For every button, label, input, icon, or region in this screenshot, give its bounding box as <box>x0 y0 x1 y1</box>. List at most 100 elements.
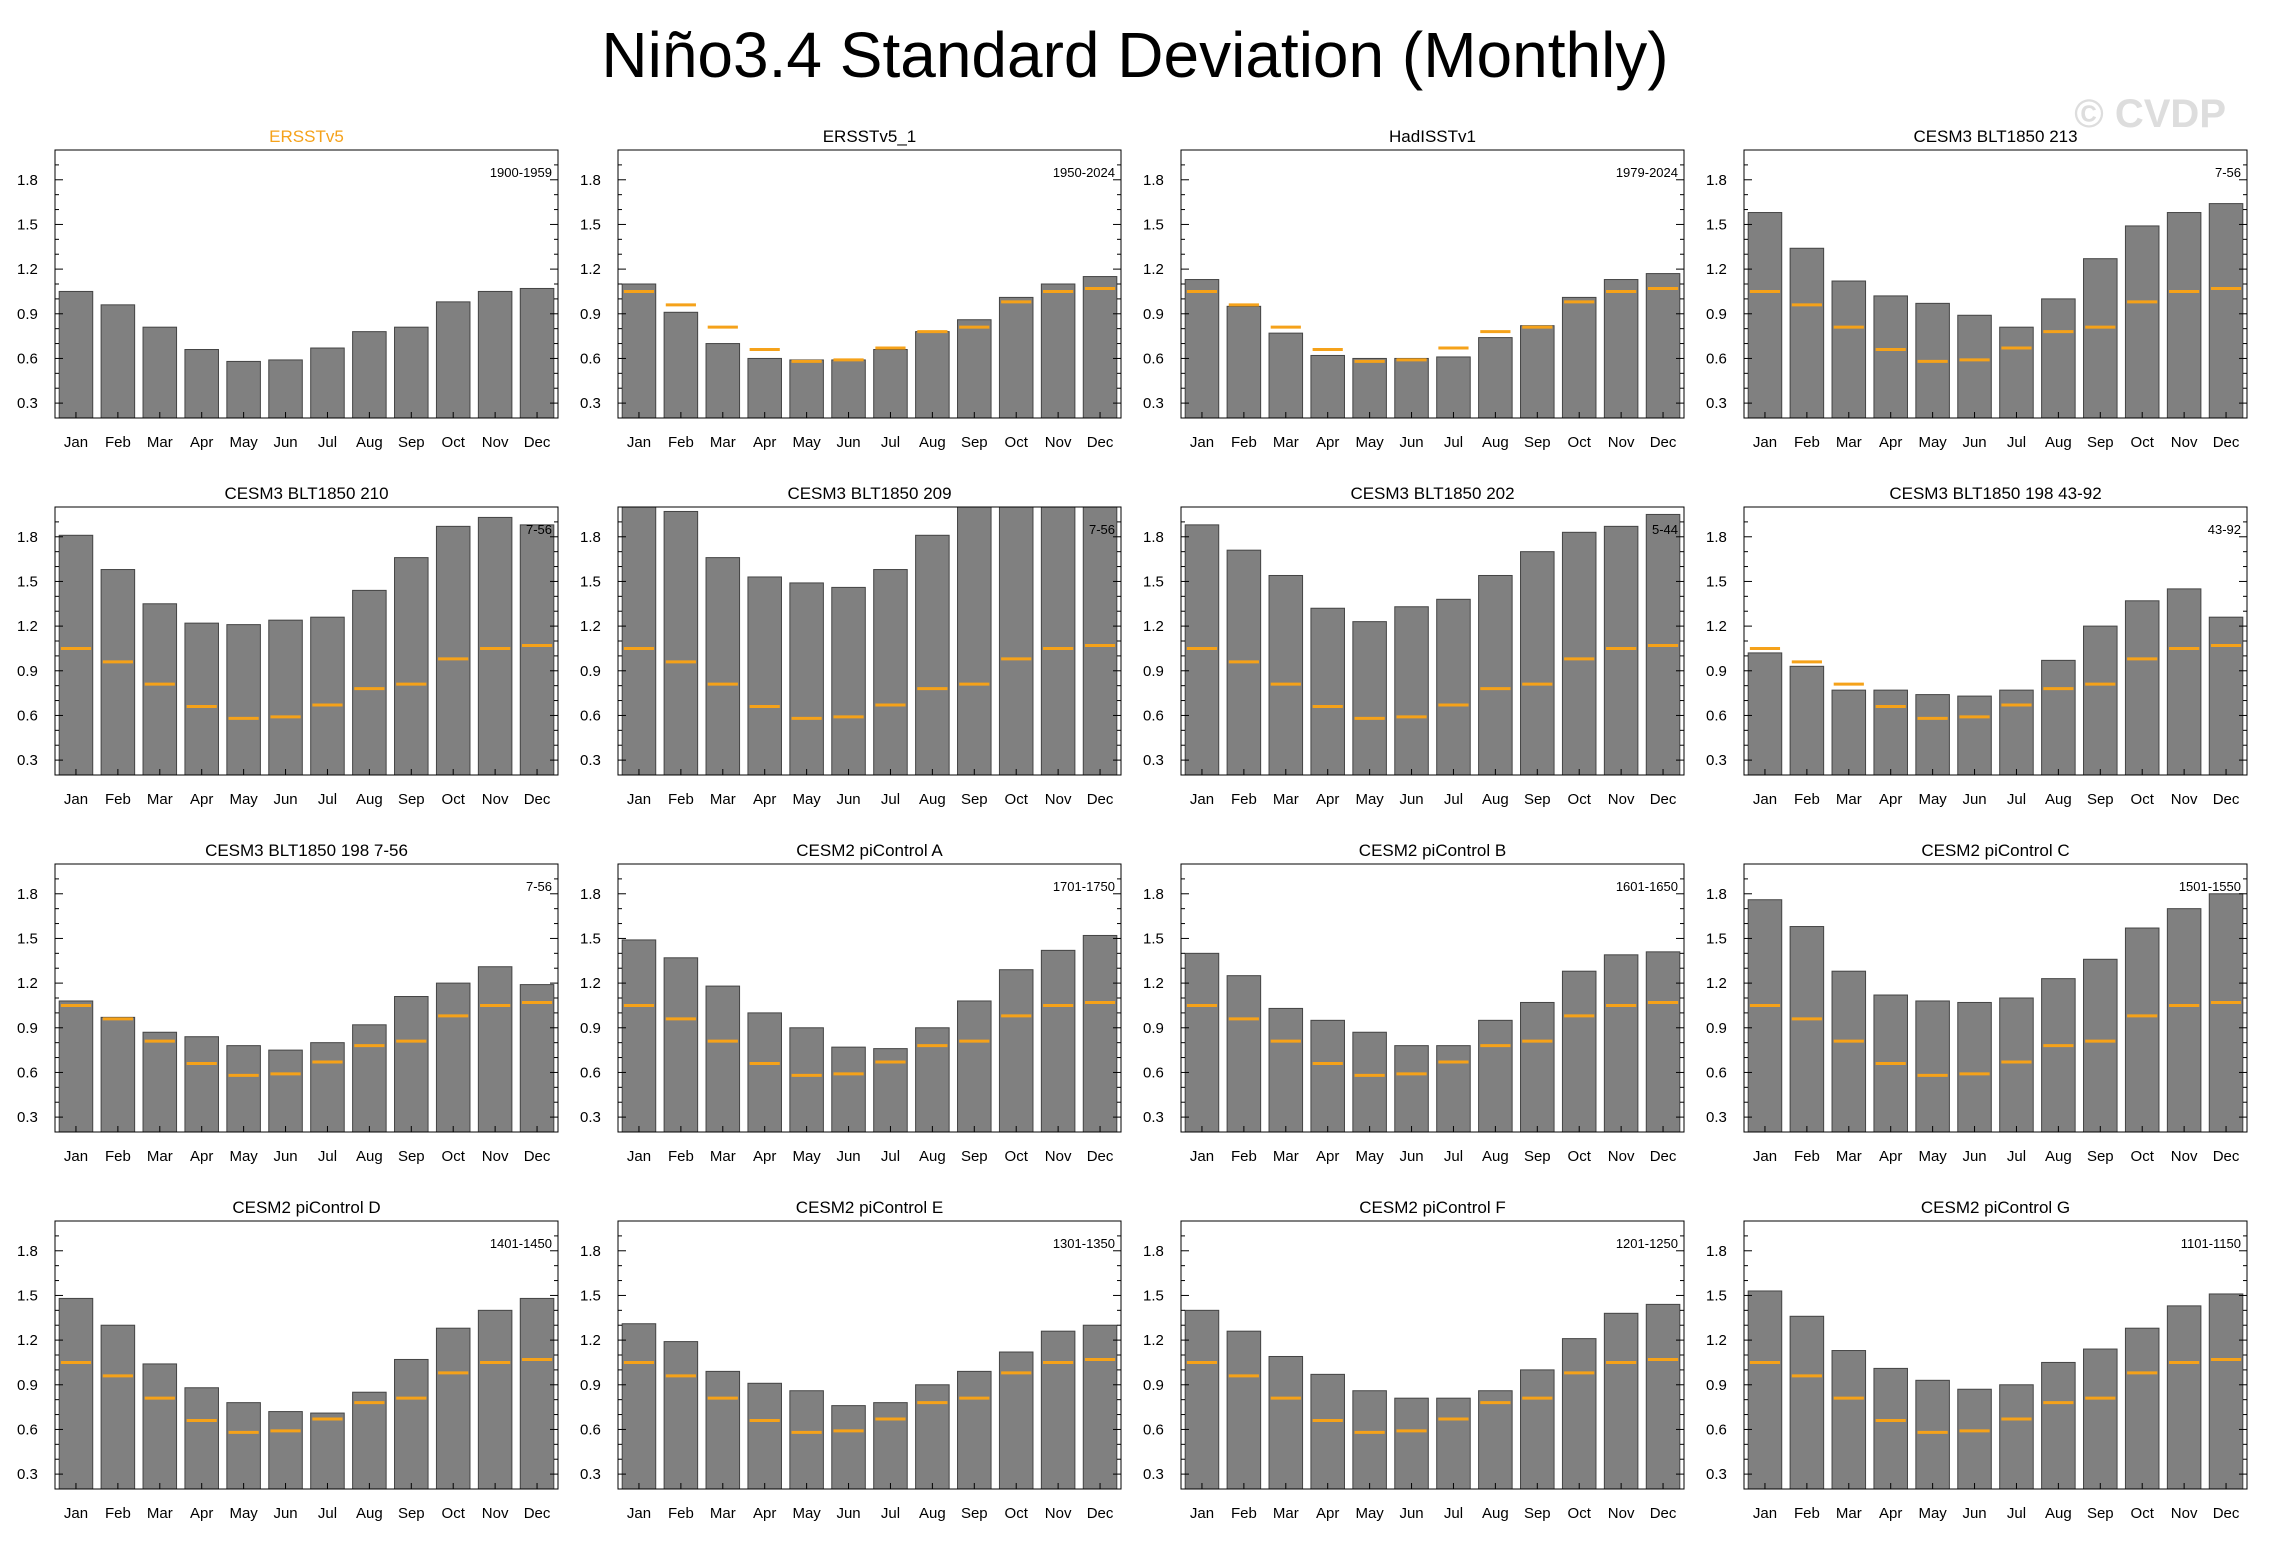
y-tick-label: 0.3 <box>1706 1109 1727 1126</box>
x-tick-label: Mar <box>147 1148 173 1165</box>
bar-jun <box>1957 314 1992 419</box>
x-tick-label: Nov <box>1608 434 1635 451</box>
bar-jun <box>1957 695 1992 776</box>
period-label: 1701-1750 <box>1053 879 1115 894</box>
x-tick-label: May <box>1918 1148 1947 1165</box>
x-tick-label: Jan <box>64 1148 88 1165</box>
bar-dec <box>2208 1293 2244 1490</box>
bar-mar <box>1831 970 1867 1133</box>
x-tick-label: Apr <box>190 434 213 451</box>
y-tick-label: 0.6 <box>1706 1064 1727 1081</box>
bar-dec <box>519 984 555 1133</box>
panel-8: CESM3 BLT1850 198 43-92 0.3 0.6 0.9 1.2 1.5 1.… <box>1706 484 2248 808</box>
bar-oct <box>1561 296 1597 419</box>
y-tick-label: 1.2 <box>1706 618 1727 635</box>
bar-aug <box>915 1384 950 1490</box>
x-tick-label: May <box>229 434 258 451</box>
x-tick-label: Jan <box>64 791 88 808</box>
x-tick-label: Aug <box>2045 791 2072 808</box>
x-tick-label: Jan <box>627 791 651 808</box>
y-tick-label: 1.8 <box>1706 886 1727 903</box>
bar-sep <box>957 1370 992 1490</box>
bar-feb <box>1226 305 1262 419</box>
x-tick-label: Sep <box>961 434 988 451</box>
x-tick-label: Sep <box>2087 1505 2114 1522</box>
x-tick-label: Mar <box>1836 1505 1862 1522</box>
x-tick-label: Aug <box>1482 1505 1509 1522</box>
y-tick-label: 1.5 <box>17 573 38 590</box>
panel-5: CESM3 BLT1850 210 0.3 0.6 0.9 1.2 1.5 1.8 Jan Fe… <box>17 484 559 808</box>
x-tick-label: Nov <box>1045 1148 1072 1165</box>
y-tick-label: 1.5 <box>17 1287 38 1304</box>
x-tick-label: Nov <box>2171 791 2198 808</box>
bar-apr <box>184 1036 219 1133</box>
x-tick-label: Jul <box>2007 434 2026 451</box>
x-tick-label: Oct <box>1005 1505 1029 1522</box>
x-tick-label: Jun <box>1399 791 1423 808</box>
period-label: 1501-1550 <box>2179 879 2241 894</box>
y-tick-label: 1.8 <box>1143 529 1164 546</box>
x-tick-label: Feb <box>668 791 694 808</box>
x-tick-label: Nov <box>2171 434 2198 451</box>
bar-feb <box>100 569 136 776</box>
y-tick-label: 1.2 <box>1706 1332 1727 1349</box>
x-tick-label: Mar <box>710 1505 736 1522</box>
bar-may <box>789 582 824 776</box>
x-tick-label: Oct <box>442 791 466 808</box>
bar-apr <box>1873 1367 1908 1490</box>
bar-mar <box>705 1370 741 1490</box>
x-tick-label: Jun <box>836 1148 860 1165</box>
bar-dec <box>1645 1303 1681 1490</box>
x-tick-label: Jul <box>318 1505 337 1522</box>
bar-oct <box>2124 927 2160 1133</box>
bar-mar <box>1268 332 1304 419</box>
bar-apr <box>747 1012 782 1133</box>
y-tick-label: 1.5 <box>17 930 38 947</box>
x-tick-label: Apr <box>190 1505 213 1522</box>
y-tick-label: 0.9 <box>17 1377 38 1394</box>
bar-may <box>226 1045 261 1133</box>
bar-sep <box>394 996 429 1133</box>
bar-nov <box>477 290 513 419</box>
bar-mar <box>142 1363 178 1490</box>
x-tick-label: Apr <box>1316 1148 1339 1165</box>
y-tick-label: 0.3 <box>580 752 601 769</box>
bar-apr <box>1310 354 1345 419</box>
bar-nov <box>1040 949 1076 1133</box>
bar-oct <box>2124 1327 2160 1490</box>
bar-jan <box>621 283 657 419</box>
y-tick-label: 0.6 <box>1143 1064 1164 1081</box>
bar-mar <box>1831 280 1867 419</box>
x-tick-label: Jan <box>1753 1148 1777 1165</box>
bar-dec <box>2208 203 2244 419</box>
y-tick-label: 1.5 <box>17 216 38 233</box>
x-tick-label: Aug <box>356 1505 383 1522</box>
period-label: 1101-1150 <box>2181 1236 2241 1251</box>
x-tick-label: Oct <box>2131 434 2155 451</box>
y-tick-label: 1.2 <box>1706 261 1727 278</box>
bar-nov <box>1603 279 1639 419</box>
period-label: 43-92 <box>2208 522 2241 537</box>
x-tick-label: Jul <box>2007 791 2026 808</box>
bar-oct <box>2124 600 2160 776</box>
y-tick-label: 1.2 <box>580 261 601 278</box>
bar-dec <box>1082 934 1118 1133</box>
bar-may <box>789 1027 824 1133</box>
x-tick-label: Oct <box>1005 1148 1029 1165</box>
bar-sep <box>394 326 429 419</box>
x-tick-label: Sep <box>398 1505 425 1522</box>
y-tick-label: 0.9 <box>1706 663 1727 680</box>
y-tick-label: 1.2 <box>17 975 38 992</box>
bar-jan <box>621 939 657 1133</box>
x-tick-label: Jun <box>1962 434 1986 451</box>
x-tick-label: Jan <box>64 1505 88 1522</box>
bar-aug <box>1478 1390 1513 1490</box>
panel-12: CESM2 piControl C 0.3 0.6 0.9 1.2 1.5 1.8 Jan Fe… <box>1706 841 2248 1165</box>
y-tick-label: 1.8 <box>1143 1243 1164 1260</box>
x-tick-label: Jun <box>836 791 860 808</box>
bar-jun <box>268 1049 303 1133</box>
x-tick-label: Nov <box>2171 1148 2198 1165</box>
bar-sep <box>394 557 429 776</box>
x-tick-label: Jan <box>1190 1148 1214 1165</box>
bar-may <box>226 1402 261 1490</box>
